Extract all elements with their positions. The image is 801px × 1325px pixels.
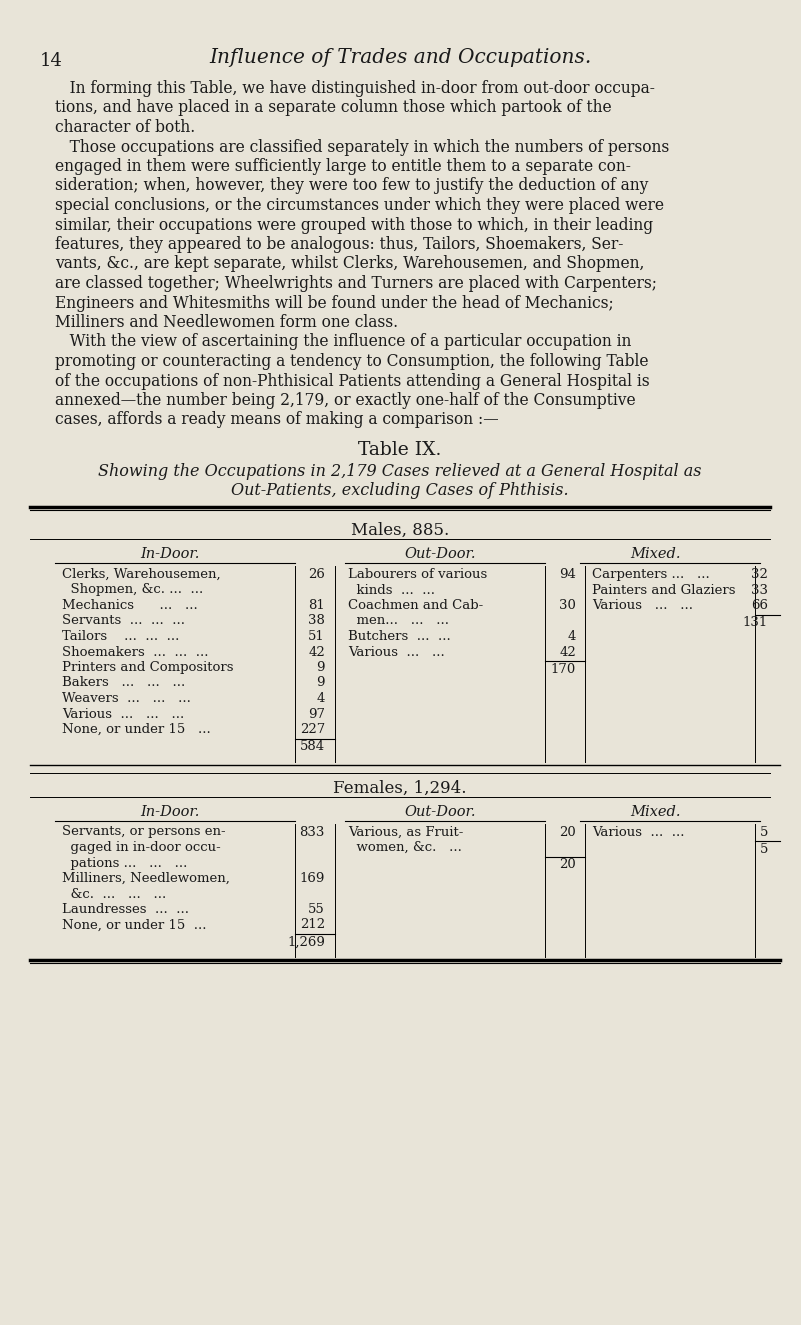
Text: pations ...   ...   ...: pations ... ... ... xyxy=(62,856,187,869)
Text: 227: 227 xyxy=(300,723,325,735)
Text: 212: 212 xyxy=(300,918,325,931)
Text: Out-Patients, excluding Cases of Phthisis.: Out-Patients, excluding Cases of Phthisi… xyxy=(231,482,569,500)
Text: Engineers and Whitesmiths will be found under the head of Mechanics;: Engineers and Whitesmiths will be found … xyxy=(55,294,614,311)
Text: 51: 51 xyxy=(308,629,325,643)
Text: 30: 30 xyxy=(559,599,576,612)
Text: Servants, or persons en-: Servants, or persons en- xyxy=(62,825,226,839)
Text: Milliners, Needlewomen,: Milliners, Needlewomen, xyxy=(62,872,230,885)
Text: Various  ...   ...   ...: Various ... ... ... xyxy=(62,708,184,721)
Text: 20: 20 xyxy=(559,825,576,839)
Text: 9: 9 xyxy=(316,661,325,674)
Text: Mixed.: Mixed. xyxy=(630,804,680,819)
Text: Clerks, Warehousemen,: Clerks, Warehousemen, xyxy=(62,568,220,580)
Text: Shopmen, &c. ...  ...: Shopmen, &c. ... ... xyxy=(62,583,203,596)
Text: Table IX.: Table IX. xyxy=(358,441,441,458)
Text: Influence of Trades and Occupations.: Influence of Trades and Occupations. xyxy=(209,48,591,68)
Text: None, or under 15   ...: None, or under 15 ... xyxy=(62,723,211,735)
Text: Labourers of various: Labourers of various xyxy=(348,568,487,580)
Text: promoting or counteracting a tendency to Consumption, the following Table: promoting or counteracting a tendency to… xyxy=(55,352,649,370)
Text: character of both.: character of both. xyxy=(55,119,195,136)
Text: vants, &c., are kept separate, whilst Clerks, Warehousemen, and Shopmen,: vants, &c., are kept separate, whilst Cl… xyxy=(55,256,644,273)
Text: 584: 584 xyxy=(300,741,325,754)
Text: In-Door.: In-Door. xyxy=(140,547,199,560)
Text: In-Door.: In-Door. xyxy=(140,804,199,819)
Text: gaged in in-door occu-: gaged in in-door occu- xyxy=(62,841,221,855)
Text: are classed together; Wheelwrights and Turners are placed with Carpenters;: are classed together; Wheelwrights and T… xyxy=(55,276,657,292)
Text: tions, and have placed in a separate column those which partook of the: tions, and have placed in a separate col… xyxy=(55,99,612,117)
Text: annexed—the number being 2,179, or exactly one-half of the Consumptive: annexed—the number being 2,179, or exact… xyxy=(55,392,636,409)
Text: women, &c.   ...: women, &c. ... xyxy=(348,841,462,855)
Text: 26: 26 xyxy=(308,568,325,580)
Text: Laundresses  ...  ...: Laundresses ... ... xyxy=(62,904,189,916)
Text: 20: 20 xyxy=(559,859,576,872)
Text: Out-Door.: Out-Door. xyxy=(405,804,476,819)
Text: similar, their occupations were grouped with those to which, in their leading: similar, their occupations were grouped … xyxy=(55,216,653,233)
Text: Butchers  ...  ...: Butchers ... ... xyxy=(348,629,451,643)
Text: 81: 81 xyxy=(308,599,325,612)
Text: Mechanics      ...   ...: Mechanics ... ... xyxy=(62,599,198,612)
Text: 170: 170 xyxy=(551,662,576,676)
Text: 38: 38 xyxy=(308,615,325,628)
Text: 169: 169 xyxy=(300,872,325,885)
Text: Out-Door.: Out-Door. xyxy=(405,547,476,560)
Text: 33: 33 xyxy=(751,583,768,596)
Text: 833: 833 xyxy=(300,825,325,839)
Text: sideration; when, however, they were too few to justify the deduction of any: sideration; when, however, they were too… xyxy=(55,178,648,195)
Text: Servants  ...  ...  ...: Servants ... ... ... xyxy=(62,615,185,628)
Text: &c.  ...   ...   ...: &c. ... ... ... xyxy=(62,888,167,901)
Text: Printers and Compositors: Printers and Compositors xyxy=(62,661,234,674)
Text: Milliners and Needlewomen form one class.: Milliners and Needlewomen form one class… xyxy=(55,314,398,331)
Text: Various   ...   ...: Various ... ... xyxy=(592,599,693,612)
Text: 9: 9 xyxy=(316,677,325,689)
Text: 4: 4 xyxy=(316,692,325,705)
Text: engaged in them were sufficiently large to entitle them to a separate con-: engaged in them were sufficiently large … xyxy=(55,158,631,175)
Text: 66: 66 xyxy=(751,599,768,612)
Text: Those occupations are classified separately in which the numbers of persons: Those occupations are classified separat… xyxy=(55,139,670,155)
Text: Bakers   ...   ...   ...: Bakers ... ... ... xyxy=(62,677,185,689)
Text: 14: 14 xyxy=(40,52,62,70)
Text: cases, affords a ready means of making a comparison :—: cases, affords a ready means of making a… xyxy=(55,412,499,428)
Text: Coachmen and Cab-: Coachmen and Cab- xyxy=(348,599,483,612)
Text: Various  ...  ...: Various ... ... xyxy=(592,825,685,839)
Text: 5: 5 xyxy=(759,825,768,839)
Text: 94: 94 xyxy=(559,568,576,580)
Text: Various, as Fruit-: Various, as Fruit- xyxy=(348,825,463,839)
Text: Shoemakers  ...  ...  ...: Shoemakers ... ... ... xyxy=(62,645,208,659)
Text: 42: 42 xyxy=(559,645,576,659)
Text: Various  ...   ...: Various ... ... xyxy=(348,645,445,659)
Text: special conclusions, or the circumstances under which they were placed were: special conclusions, or the circumstance… xyxy=(55,197,664,215)
Text: 42: 42 xyxy=(308,645,325,659)
Text: Mixed.: Mixed. xyxy=(630,547,680,560)
Text: Males, 885.: Males, 885. xyxy=(351,522,449,539)
Text: 32: 32 xyxy=(751,568,768,580)
Text: Weavers  ...   ...   ...: Weavers ... ... ... xyxy=(62,692,191,705)
Text: 1,269: 1,269 xyxy=(287,935,325,949)
Text: None, or under 15  ...: None, or under 15 ... xyxy=(62,918,207,931)
Text: Carpenters ...   ...: Carpenters ... ... xyxy=(592,568,710,580)
Text: 97: 97 xyxy=(308,708,325,721)
Text: With the view of ascertaining the influence of a particular occupation in: With the view of ascertaining the influe… xyxy=(55,334,631,351)
Text: 55: 55 xyxy=(308,904,325,916)
Text: In forming this Table, we have distinguished in-door from out-door occupa-: In forming this Table, we have distingui… xyxy=(55,80,655,97)
Text: men...   ...   ...: men... ... ... xyxy=(348,615,449,628)
Text: features, they appeared to be analogous: thus, Tailors, Shoemakers, Ser-: features, they appeared to be analogous:… xyxy=(55,236,623,253)
Text: 5: 5 xyxy=(759,843,768,856)
Text: Females, 1,294.: Females, 1,294. xyxy=(333,779,467,796)
Text: kinds  ...  ...: kinds ... ... xyxy=(348,583,435,596)
Text: Painters and Glaziers: Painters and Glaziers xyxy=(592,583,735,596)
Text: Tailors    ...  ...  ...: Tailors ... ... ... xyxy=(62,629,179,643)
Text: 131: 131 xyxy=(743,616,768,629)
Text: Showing the Occupations in 2,179 Cases relieved at a General Hospital as: Showing the Occupations in 2,179 Cases r… xyxy=(99,462,702,480)
Text: of the occupations of non-Phthisical Patients attending a General Hospital is: of the occupations of non-Phthisical Pat… xyxy=(55,372,650,390)
Text: 4: 4 xyxy=(568,629,576,643)
